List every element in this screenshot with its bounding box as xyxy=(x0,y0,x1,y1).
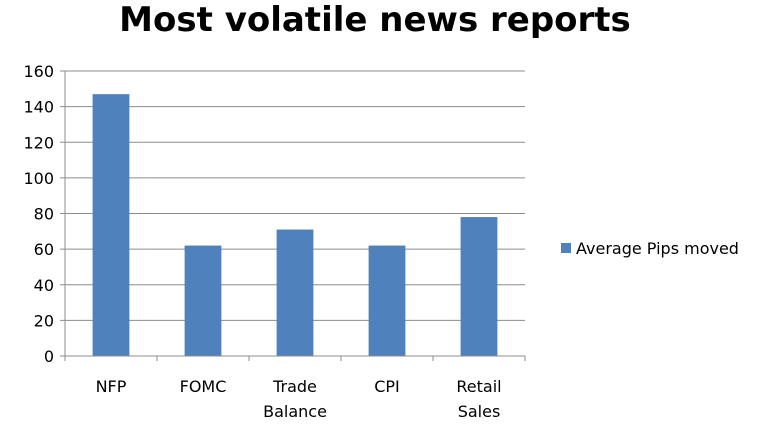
bar xyxy=(184,245,222,356)
y-tick-label: 120 xyxy=(23,133,54,152)
x-category-label: Trade xyxy=(272,377,317,396)
y-tick-label: 80 xyxy=(34,205,54,224)
x-category-label: Sales xyxy=(458,402,501,421)
y-tick-label: 100 xyxy=(23,169,54,188)
bar xyxy=(368,245,406,356)
legend-label: Average Pips moved xyxy=(576,239,739,258)
x-category-label: Balance xyxy=(263,402,327,421)
bar xyxy=(460,217,498,356)
x-axis-category-labels: NFP FOMC Trade Balance CPI Retail Sales xyxy=(96,377,502,421)
x-category-label: Retail xyxy=(456,377,501,396)
y-tick-label: 140 xyxy=(23,98,54,117)
x-category-label: CPI xyxy=(374,377,400,396)
axes xyxy=(60,70,526,361)
y-tick-label: 40 xyxy=(34,276,54,295)
y-tick-label: 0 xyxy=(44,347,54,366)
chart-title: Most volatile news reports xyxy=(119,0,631,40)
legend-swatch xyxy=(561,243,571,253)
x-category-label: FOMC xyxy=(180,377,227,396)
y-tick-label: 60 xyxy=(34,240,54,259)
x-category-label: NFP xyxy=(96,377,127,396)
y-axis-tick-labels: 0 20 40 60 80 100 120 140 160 xyxy=(23,62,54,366)
bars xyxy=(92,94,498,356)
bar xyxy=(92,94,130,356)
legend: Average Pips moved xyxy=(561,239,739,258)
y-tick-label: 20 xyxy=(34,311,54,330)
y-tick-label: 160 xyxy=(23,62,54,81)
bar xyxy=(276,229,314,356)
